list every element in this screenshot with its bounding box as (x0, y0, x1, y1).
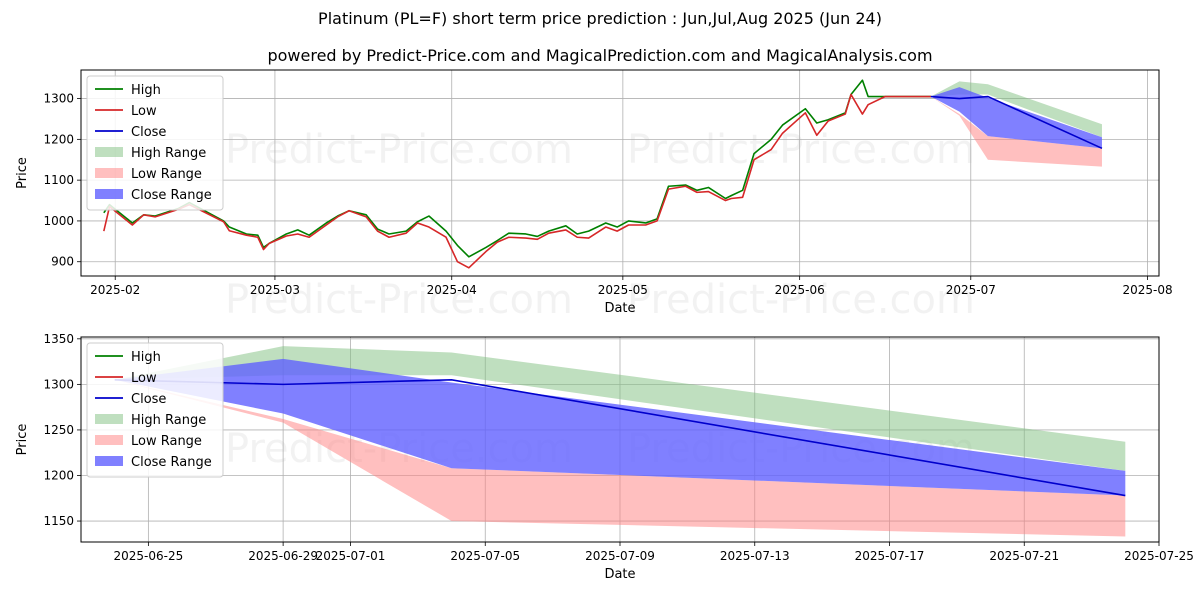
chart-subtitle: powered by Predict-Price.com and Magical… (267, 46, 933, 65)
x-axis-label: Date (604, 567, 635, 582)
x-tick-label: 2025-07-13 (720, 549, 790, 563)
x-tick-label: 2025-04 (427, 283, 477, 297)
low-series-line (103, 93, 931, 269)
legend-label: High (131, 83, 161, 98)
legend-label: High Range (131, 413, 206, 428)
legend-swatch (95, 189, 123, 199)
x-tick-label: 2025-07-21 (989, 549, 1059, 563)
x-tick-label: 2025-07-01 (316, 549, 386, 563)
y-tick-label: 1300 (43, 377, 74, 391)
watermark: Predict-Price.com (627, 277, 975, 323)
legend-swatch (95, 435, 123, 445)
x-tick-label: 2025-07-17 (855, 549, 925, 563)
x-tick-label: 2025-07-09 (585, 549, 655, 563)
y-tick-label: 1150 (43, 514, 74, 528)
watermark: Predict-Price.com (225, 127, 573, 173)
y-tick-label: 900 (51, 255, 74, 269)
y-tick-label: 1200 (43, 468, 74, 482)
x-tick-label: 2025-06-25 (114, 549, 184, 563)
x-tick-label: 2025-07 (946, 283, 996, 297)
legend-swatch (95, 414, 123, 424)
x-axis-label: Date (604, 301, 635, 316)
legend-label: Close Range (131, 455, 212, 470)
x-tick-label: 2025-06-29 (248, 549, 318, 563)
low-range-band (114, 379, 1126, 537)
legend-label: Low (131, 104, 157, 119)
y-axis-label: Price (15, 424, 30, 456)
x-tick-label: 2025-07-25 (1124, 549, 1194, 563)
close-range-band (114, 358, 1126, 496)
legend-label: High (131, 350, 161, 365)
legend-label: Low (131, 371, 157, 386)
y-tick-label: 1200 (43, 132, 74, 146)
close-series-line (930, 95, 1103, 150)
x-tick-label: 2025-02 (90, 283, 140, 297)
legend-label: Close (131, 125, 166, 140)
legend-swatch (95, 168, 123, 178)
y-tick-label: 1000 (43, 214, 74, 228)
y-tick-label: 1250 (43, 423, 74, 437)
watermark: Predict-Price.com (225, 277, 573, 323)
legend-label: Close Range (131, 188, 212, 203)
x-tick-label: 2025-03 (250, 283, 300, 297)
legend-label: High Range (131, 146, 206, 161)
y-tick-label: 1350 (43, 332, 74, 346)
y-tick-label: 1100 (43, 173, 74, 187)
low-range-band (930, 96, 1102, 167)
chart-title: Platinum (PL=F) short term price predict… (318, 9, 882, 28)
watermark: Predict-Price.com (627, 127, 975, 173)
legend-swatch (95, 147, 123, 157)
plot-frame (80, 69, 1160, 277)
plot-frame (80, 336, 1160, 543)
y-tick-label: 1300 (43, 92, 74, 106)
x-tick-label: 2025-06 (775, 283, 825, 297)
legend-swatch (95, 456, 123, 466)
x-tick-label: 2025-05 (598, 283, 648, 297)
x-tick-label: 2025-08 (1123, 283, 1173, 297)
legend-label: Low Range (131, 434, 202, 449)
high-series-line (103, 79, 931, 258)
y-axis-label: Price (15, 157, 30, 189)
legend-label: Close (131, 392, 166, 407)
close-range-band (930, 87, 1102, 149)
x-tick-label: 2025-07-05 (450, 549, 520, 563)
legend-label: Low Range (131, 167, 202, 182)
